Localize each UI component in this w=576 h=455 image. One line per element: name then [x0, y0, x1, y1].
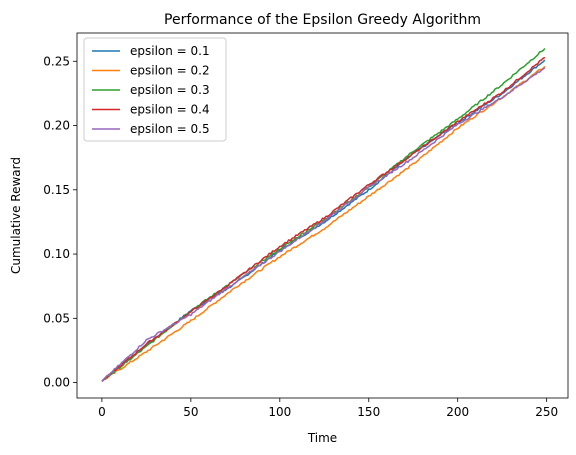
x-axis: 0 50 100 150 200 250: [98, 398, 558, 419]
series-line-4: [101, 56, 546, 382]
y-tick-label: 0.15: [43, 183, 70, 197]
x-tick-label: 100: [268, 405, 291, 419]
legend-entry: epsilon = 0.1: [130, 44, 210, 58]
y-tick-label: 0.20: [43, 119, 70, 133]
legend-entry: epsilon = 0.2: [130, 64, 210, 78]
x-tick-label: 0: [98, 405, 106, 419]
y-axis-label: Cumulative Reward: [9, 157, 23, 274]
y-tick-label: 0.05: [43, 311, 70, 325]
legend-entry: epsilon = 0.3: [130, 83, 210, 97]
x-tick-label: 250: [535, 405, 558, 419]
series-line-2: [101, 65, 546, 382]
x-tick-label: 150: [357, 405, 380, 419]
chart-title: Performance of the Epsilon Greedy Algori…: [164, 12, 481, 28]
plot-area: [76, 32, 569, 399]
y-tick-label: 0.00: [43, 376, 70, 390]
y-axis: 0.00 0.05 0.10 0.15 0.20 0.25: [43, 54, 77, 390]
plot-frame: [76, 32, 569, 399]
legend-entry: epsilon = 0.5: [130, 122, 210, 136]
y-tick-label: 0.25: [43, 54, 70, 68]
series-line-5: [101, 67, 546, 382]
x-tick-label: 50: [183, 405, 198, 419]
y-tick-label: 0.10: [43, 247, 70, 261]
x-tick-label: 200: [446, 405, 469, 419]
legend-entry: epsilon = 0.4: [130, 103, 210, 117]
legend: epsilon = 0.1 epsilon = 0.2 epsilon = 0.3 e…: [83, 37, 227, 142]
legend-box: [83, 37, 227, 142]
x-axis-label: Time: [307, 431, 337, 445]
